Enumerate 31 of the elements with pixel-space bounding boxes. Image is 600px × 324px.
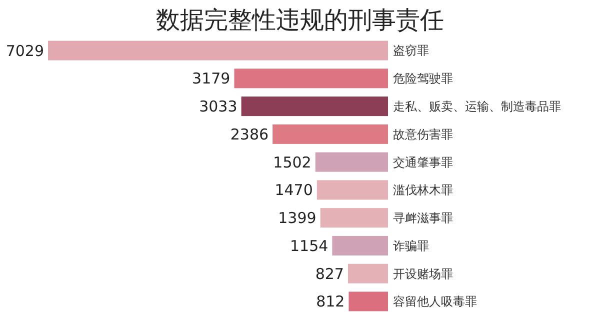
data-label: 1154 (290, 236, 328, 255)
bar (348, 292, 388, 312)
bar (315, 152, 388, 172)
bar (48, 40, 388, 60)
y-tick-label: 走私、贩卖、运输、制造毒品罪 (393, 100, 561, 114)
y-tick-label: 开设赌场罪 (393, 266, 453, 281)
data-label: 827 (315, 264, 344, 283)
bar (348, 264, 388, 284)
bar (332, 236, 388, 256)
data-label: 2386 (230, 125, 269, 144)
y-tick-label: 诈骗罪 (393, 238, 429, 253)
bar (320, 208, 388, 228)
bar (241, 96, 388, 116)
data-label: 7029 (6, 42, 44, 60)
y-tick-label: 交通肇事罪 (393, 155, 453, 170)
bar (234, 68, 388, 88)
data-label: 1470 (274, 181, 313, 200)
chart-title: 数据完整性违规的刑事责任 (156, 6, 444, 34)
y-tick-label: 容留他人吸毒罪 (393, 294, 477, 309)
y-tick-label: 寻衅滋事罪 (393, 211, 453, 226)
y-tick-label: 故意伤害罪 (393, 127, 453, 142)
data-label: 1502 (273, 153, 312, 172)
data-label: 3179 (192, 70, 230, 88)
data-label: 3033 (199, 98, 238, 116)
data-label: 1399 (278, 209, 316, 228)
y-tick-label: 盗窃罪 (393, 44, 429, 58)
data-label: 812 (316, 292, 345, 311)
y-tick-label: 危险驾驶罪 (393, 72, 453, 86)
y-tick-label: 滥伐林木罪 (393, 183, 453, 198)
bar (316, 180, 388, 200)
bar (272, 124, 388, 144)
